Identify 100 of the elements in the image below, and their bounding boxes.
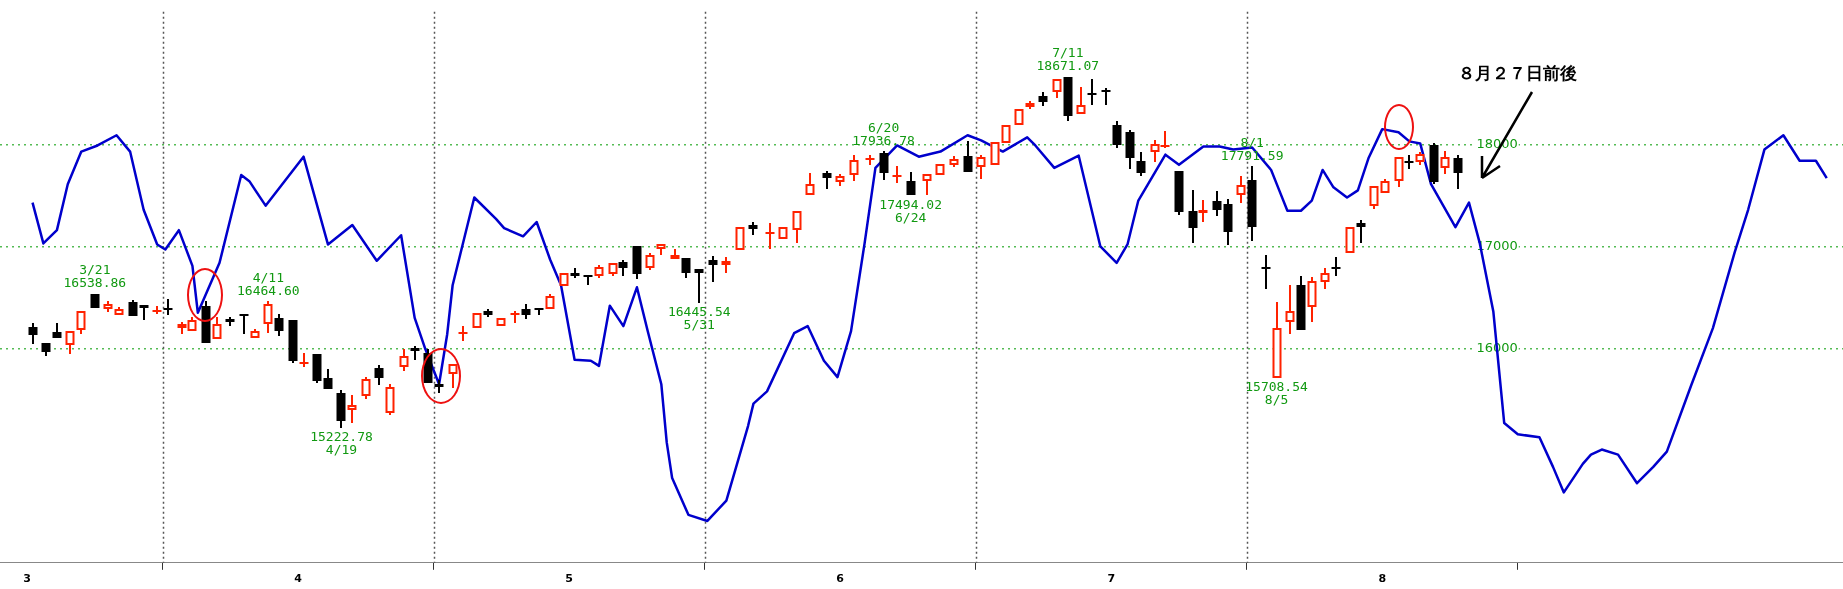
x-tick-label: 4 [294,572,303,586]
annotation: 4/11 16464.60 [237,269,300,298]
candlestick [1261,254,1271,290]
candlestick [1101,87,1111,106]
candlestick [299,352,309,368]
x-tick-label: 6 [836,572,845,586]
candlestick [935,164,945,175]
candlestick [583,275,593,286]
candlestick [458,325,468,342]
candlestick [949,155,959,168]
candlestick [212,316,222,339]
candlestick [128,299,138,316]
candlestick [250,328,260,338]
candlestick [765,222,775,250]
candlestick [1076,86,1086,114]
annotation: 17494.02 6/24 [879,196,942,225]
candlestick [976,154,986,180]
candlestick [608,263,618,277]
candlestick [922,174,932,196]
candlestick [681,258,691,279]
candlestick [735,227,745,250]
candlestick [1212,190,1222,217]
candlestick [274,313,284,337]
candlestick [721,256,731,274]
candlestick [1038,91,1048,107]
candlestick [1188,189,1198,244]
candlestick [263,300,273,334]
candlestick [239,314,249,335]
candlestick [892,165,902,184]
candlestick [1125,129,1135,170]
candlestick [656,244,666,256]
candlestick [312,354,322,384]
candlestick [1440,150,1450,175]
candlestick [990,142,1000,165]
candlestick [472,313,482,328]
candlestick [52,322,62,338]
candlestick [545,293,555,309]
annotation: 6/20 17936.78 [852,119,915,148]
candlestick [1296,275,1306,330]
candlestick [1429,142,1439,185]
candlestick [410,345,420,361]
candlestick [1136,151,1146,177]
candlestick [448,364,458,389]
candlestick [103,300,113,313]
annotation: 7/11 18671.07 [1036,44,1100,73]
candlestick [906,171,916,195]
candlestick [1087,78,1097,106]
x-tick-label: 8 [1378,572,1387,586]
candlestick [849,154,859,182]
candlestick [1272,301,1282,378]
candlestick [76,311,86,335]
candlestick [1063,77,1073,122]
candlestick [1014,109,1024,125]
candlestick [385,383,395,416]
candlestick [559,273,569,286]
candlestick [670,248,680,259]
candlestick [1356,219,1366,244]
candlestick [1331,256,1341,277]
candlestick [114,306,124,315]
candlestick [1174,171,1184,216]
x-tick-label: 3 [23,572,31,586]
candlestick [1025,100,1035,110]
candlestick [594,264,604,279]
candlestick [361,376,371,400]
candlestick [963,140,973,172]
candlestick [163,298,173,316]
candlestick [483,308,493,318]
candlestick [510,310,520,324]
candlestick [521,303,531,320]
candlestick [792,211,802,244]
candlestick [694,269,704,304]
x-tick-label: 7 [1107,572,1116,586]
candlestick [399,348,409,372]
candlestick [90,294,100,308]
candlestick [835,173,845,187]
candlestick [822,170,832,190]
candlestick [65,331,75,355]
candlestick [1285,284,1295,335]
candlestick [139,305,149,321]
candlestick [288,320,298,364]
candlestick [1404,154,1414,170]
candlestick [1453,154,1463,190]
candlestick [336,389,346,429]
candlestick [41,343,51,357]
annotation: 15708.54 8/5 [1245,379,1309,408]
candlestick [1247,165,1257,242]
candlestick [708,255,718,283]
annotation: 15222.78 4/19 [310,428,373,457]
annotation: 16445.54 5/31 [667,303,731,332]
candlestick [1112,120,1122,149]
candlestick [323,368,333,389]
candlestick [778,227,788,239]
candlestick [201,300,211,343]
candlestick [496,318,506,326]
candlestick [1236,175,1246,204]
candlestick [1394,157,1404,188]
candlestick [879,150,889,181]
candlestick [1223,198,1233,246]
candlestick [347,394,357,424]
candlestick [1052,79,1062,99]
